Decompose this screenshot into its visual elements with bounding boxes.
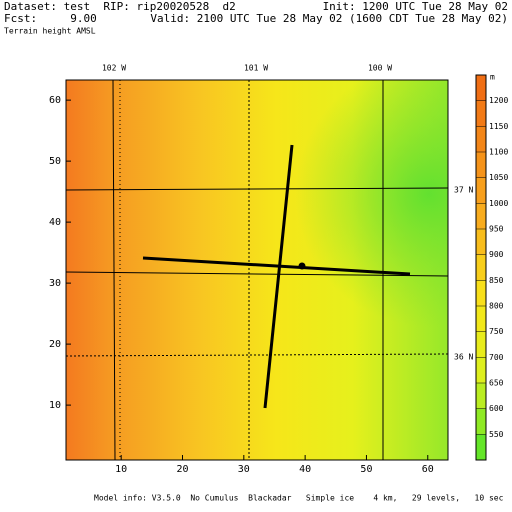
colorbar-label: 1200	[489, 96, 508, 105]
y-tick-label: 20	[49, 339, 61, 350]
colorbar-label: 600	[489, 404, 504, 413]
colorbar-label: 650	[489, 379, 504, 388]
field-name: Terrain height AMSL	[4, 27, 96, 36]
color-band	[476, 229, 486, 256]
latitude-label: 37 N	[454, 186, 473, 195]
color-band	[476, 383, 486, 410]
boundary	[112, 79, 116, 461]
color-band	[476, 254, 486, 281]
cross-section-line	[263, 144, 294, 409]
init-time: Init: 1200 UTC Tue 28 May 02	[323, 0, 508, 13]
x-tick-label: 60	[422, 464, 434, 475]
color-band	[476, 75, 486, 102]
y-tick-label: 40	[49, 217, 61, 228]
x-tick-label: 30	[238, 464, 250, 475]
dataset: Dataset: test RIP: rip20020528 d2	[4, 0, 236, 13]
x-tick-label: 10	[115, 464, 127, 475]
x-tick-label: 50	[360, 464, 372, 475]
colorbar-label: 800	[489, 302, 504, 311]
y-tick-label: 50	[49, 156, 61, 167]
colorbar-unit: m	[490, 73, 495, 82]
longitude-label: 100 W	[368, 64, 392, 73]
cross-section-line	[142, 256, 411, 276]
color-band	[476, 331, 486, 358]
terrain-low	[66, 80, 448, 460]
colorbar-label: 1100	[489, 148, 508, 157]
y-tick-label: 10	[49, 400, 61, 411]
terrain-field	[66, 80, 448, 460]
color-band	[476, 203, 486, 230]
colorbar-label: 850	[489, 276, 504, 285]
boundaries	[65, 79, 449, 461]
color-band	[476, 357, 486, 384]
longitude-label: 102 W	[102, 64, 126, 73]
colorbar-frame	[475, 74, 487, 461]
colorbar-label: 950	[489, 225, 504, 234]
color-band	[476, 408, 486, 435]
color-band	[476, 152, 486, 179]
colorbar-label: 1000	[489, 199, 508, 208]
colorbar-label: 1150	[489, 122, 508, 131]
longitude-label: 101 W	[244, 64, 268, 73]
x-tick-label: 40	[299, 464, 311, 475]
latitude-label: 36 N	[454, 353, 473, 362]
footer: Model info: V3.5.0 No Cumulus Blackadar …	[94, 494, 504, 503]
valid-time: Valid: 2100 UTC Tue 28 May 02 (1600 CDT …	[150, 12, 508, 25]
plot-frame	[65, 79, 449, 461]
color-band	[476, 280, 486, 307]
colorbar-label: 900	[489, 250, 504, 259]
y-tick-label: 60	[49, 95, 61, 106]
colorbar-label: 1050	[489, 173, 508, 182]
point-marker	[298, 262, 306, 270]
colorbar-label: 750	[489, 327, 504, 336]
x-tick-label: 20	[176, 464, 188, 475]
color-band	[476, 100, 486, 127]
color-band	[476, 306, 486, 333]
boundary	[65, 187, 449, 191]
color-band	[476, 177, 486, 204]
cross-sections	[142, 144, 411, 409]
boundary	[65, 271, 449, 277]
colorbar-label: 550	[489, 430, 504, 439]
y-tick-label: 30	[49, 278, 61, 289]
forecast-time: Fcst: 9.00	[4, 12, 97, 25]
color-band	[476, 434, 486, 461]
color-band	[476, 126, 486, 153]
colorbar-label: 700	[489, 353, 504, 362]
